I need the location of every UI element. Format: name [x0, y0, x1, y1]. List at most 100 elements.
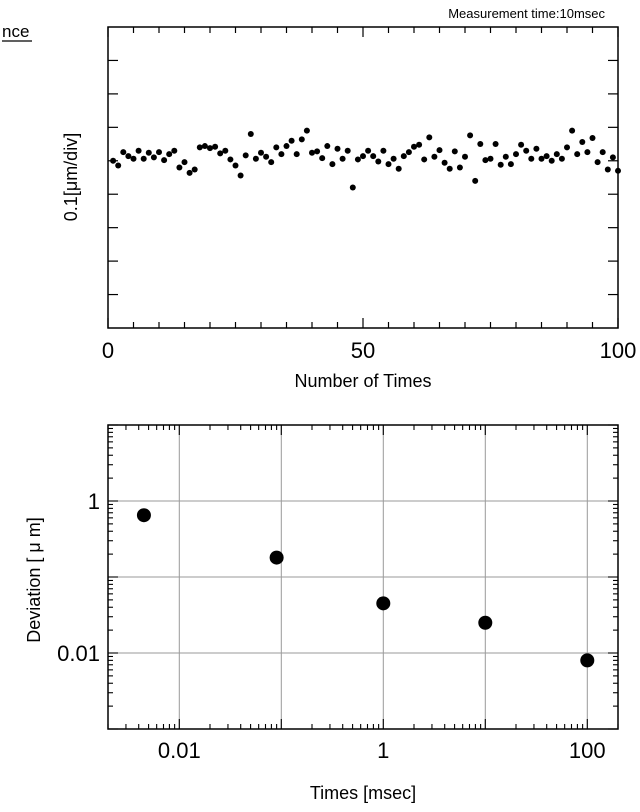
chart2-grid	[108, 424, 618, 730]
chart1-point	[227, 156, 234, 163]
chart1-point	[288, 137, 295, 144]
chart2-point	[136, 508, 151, 523]
chart1-point	[273, 144, 280, 151]
chart1-point	[538, 155, 545, 162]
cutoff-label: nce	[2, 22, 29, 41]
chart1-point	[268, 159, 275, 166]
chart-deviation: 0.01 1 100 0.01 1 Times [msec] Deviation [ μ…	[24, 424, 619, 803]
chart1-point	[140, 155, 147, 162]
chart2-point	[580, 653, 595, 668]
chart1-point	[314, 148, 321, 155]
chart1-point	[349, 184, 356, 191]
chart1-point	[589, 135, 596, 142]
chart2-ticks	[107, 424, 619, 730]
chart1-point	[411, 143, 417, 150]
chart1-point	[324, 143, 331, 150]
chart1-point	[492, 141, 499, 148]
chart1-point	[232, 162, 239, 169]
chart1-point	[339, 155, 346, 162]
chart2-points	[136, 508, 595, 668]
chart1-point	[564, 144, 570, 151]
chart1-point	[543, 153, 550, 160]
chart1-point	[502, 153, 509, 160]
chart1-point	[293, 151, 300, 158]
chart1-point	[135, 147, 142, 154]
chart1-point	[604, 166, 611, 173]
chart1-point	[558, 155, 565, 162]
chart2-y-tick-label: 1	[88, 489, 100, 514]
chart1-point	[518, 141, 525, 148]
chart1-point	[186, 169, 193, 176]
chart1-point	[237, 172, 244, 179]
chart1-point	[594, 159, 601, 166]
chart2-y-tick-label: 0.01	[57, 641, 100, 666]
chart1-point	[242, 152, 249, 159]
chart1-point	[344, 147, 351, 154]
chart1-point	[400, 153, 407, 160]
chart1-point	[247, 131, 254, 138]
chart2-y-axis-label: Deviation [ μ m]	[24, 517, 44, 642]
chart1-tick-labels: 0 50 100	[102, 338, 636, 363]
chart1-point	[222, 147, 229, 154]
chart1-point	[426, 134, 433, 141]
chart1-point	[446, 165, 453, 172]
chart1-point	[156, 149, 162, 156]
chart1-point	[533, 145, 540, 152]
chart2-x-tick-label: 0.01	[158, 738, 201, 763]
chart1-point	[166, 151, 173, 158]
chart1-point	[329, 161, 336, 168]
chart1-y-axis-label: 0.1[μm/div]	[61, 133, 81, 221]
chart1-point	[365, 147, 372, 154]
chart1-point	[405, 149, 412, 156]
chart1-point	[472, 177, 479, 184]
chart1-point	[283, 143, 290, 150]
chart1-point	[161, 157, 168, 164]
chart1-point	[507, 161, 514, 168]
chart1-point	[196, 144, 203, 151]
chart-repeatability: 0 50 100 Number of Times 0.1[μm/div]	[61, 26, 636, 391]
chart2-x-tick-label: 1	[377, 738, 389, 763]
chart1-point	[548, 157, 555, 164]
chart1-point	[212, 143, 219, 150]
chart1-x-tick-label: 0	[102, 338, 114, 363]
chart1-points	[110, 127, 621, 191]
chart1-point	[303, 127, 310, 134]
chart1-point	[609, 154, 616, 161]
chart1-point	[431, 153, 438, 160]
chart1-point	[436, 147, 443, 154]
chart1-point	[115, 162, 122, 169]
chart1-point	[207, 145, 213, 152]
chart1-point	[309, 149, 315, 156]
chart1-point	[176, 164, 183, 171]
chart1-point	[217, 150, 224, 157]
chart1-point	[110, 157, 117, 164]
chart2-plot-frame	[107, 424, 619, 730]
chart1-x-tick-label: 50	[351, 338, 375, 363]
chart1-point	[319, 155, 326, 162]
chart1-point	[201, 143, 208, 150]
chart1-point	[145, 149, 152, 156]
chart1-point	[278, 151, 285, 158]
chart1-plot-frame	[107, 26, 619, 329]
chart2-tick-labels: 0.01 1 100 0.01 1	[57, 489, 605, 763]
chart1-point	[615, 167, 621, 174]
chart1-point	[252, 155, 259, 162]
chart2-x-tick-label: 100	[569, 738, 606, 763]
chart1-point	[120, 149, 127, 156]
chart1-point	[130, 155, 137, 162]
chart1-point	[477, 141, 484, 148]
chart1-point	[467, 132, 474, 139]
chart1-point	[385, 161, 392, 168]
chart1-point	[584, 149, 591, 156]
chart1-point	[395, 165, 402, 172]
chart1-point	[298, 136, 305, 143]
chart1-point	[421, 156, 428, 163]
chart1-point	[370, 153, 377, 160]
chart1-point	[125, 153, 132, 160]
chart1-point	[441, 159, 448, 166]
chart1-point	[523, 147, 530, 154]
chart1-ticks	[107, 27, 619, 328]
chart1-point	[171, 147, 178, 154]
chart1-point	[375, 158, 382, 165]
